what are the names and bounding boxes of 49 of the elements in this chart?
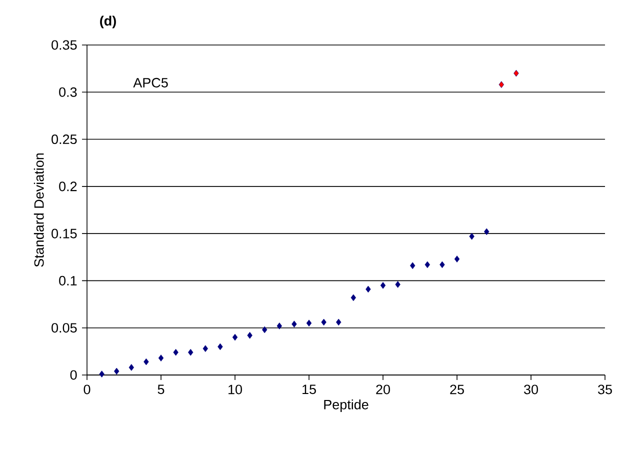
point [336, 318, 342, 326]
point [454, 256, 460, 262]
point [128, 364, 134, 371]
point [440, 261, 445, 268]
point [262, 326, 268, 334]
point [366, 286, 371, 293]
y-tick-label: 0.35 [52, 40, 77, 50]
x-tick-label: 15 [302, 384, 316, 394]
y-tick-label: 0.05 [52, 323, 77, 333]
y-tick-label: 0.1 [59, 276, 77, 286]
point [144, 358, 149, 366]
y-tick-label: 0.3 [59, 87, 77, 97]
point [218, 343, 223, 350]
x-tick-label: 10 [228, 384, 242, 394]
point [232, 334, 238, 341]
point [276, 322, 282, 330]
y-tick-label: 0.25 [52, 134, 77, 144]
point [410, 262, 416, 270]
x-tick-label: 30 [524, 384, 538, 394]
point [424, 261, 430, 268]
annotation: APC5 [133, 78, 168, 88]
y-axis-title: Standard Deviation [34, 153, 44, 267]
y-tick-label: 0.15 [52, 228, 77, 238]
x-tick-label: 20 [376, 384, 390, 394]
point [99, 370, 104, 378]
point [158, 354, 164, 362]
chart-title: (d) [100, 16, 116, 28]
point [321, 318, 326, 326]
point [247, 332, 252, 339]
point [469, 232, 474, 240]
point [188, 348, 194, 356]
point [514, 70, 519, 77]
x-tick-label: 0 [84, 384, 90, 394]
point [498, 81, 504, 88]
point [350, 294, 356, 302]
point [484, 228, 490, 236]
y-tick-label: 0 [70, 370, 77, 380]
point [202, 345, 208, 352]
point [114, 368, 120, 375]
point [292, 320, 297, 328]
x-tick-label: 25 [450, 384, 464, 394]
point [173, 348, 178, 356]
x-tick-label: 35 [598, 384, 612, 394]
y-tick-label: 0.2 [59, 182, 77, 192]
point [306, 320, 312, 327]
x-axis-title: Peptide [324, 399, 368, 412]
point [395, 281, 400, 288]
x-tick-label: 5 [158, 384, 164, 394]
point [380, 282, 386, 289]
